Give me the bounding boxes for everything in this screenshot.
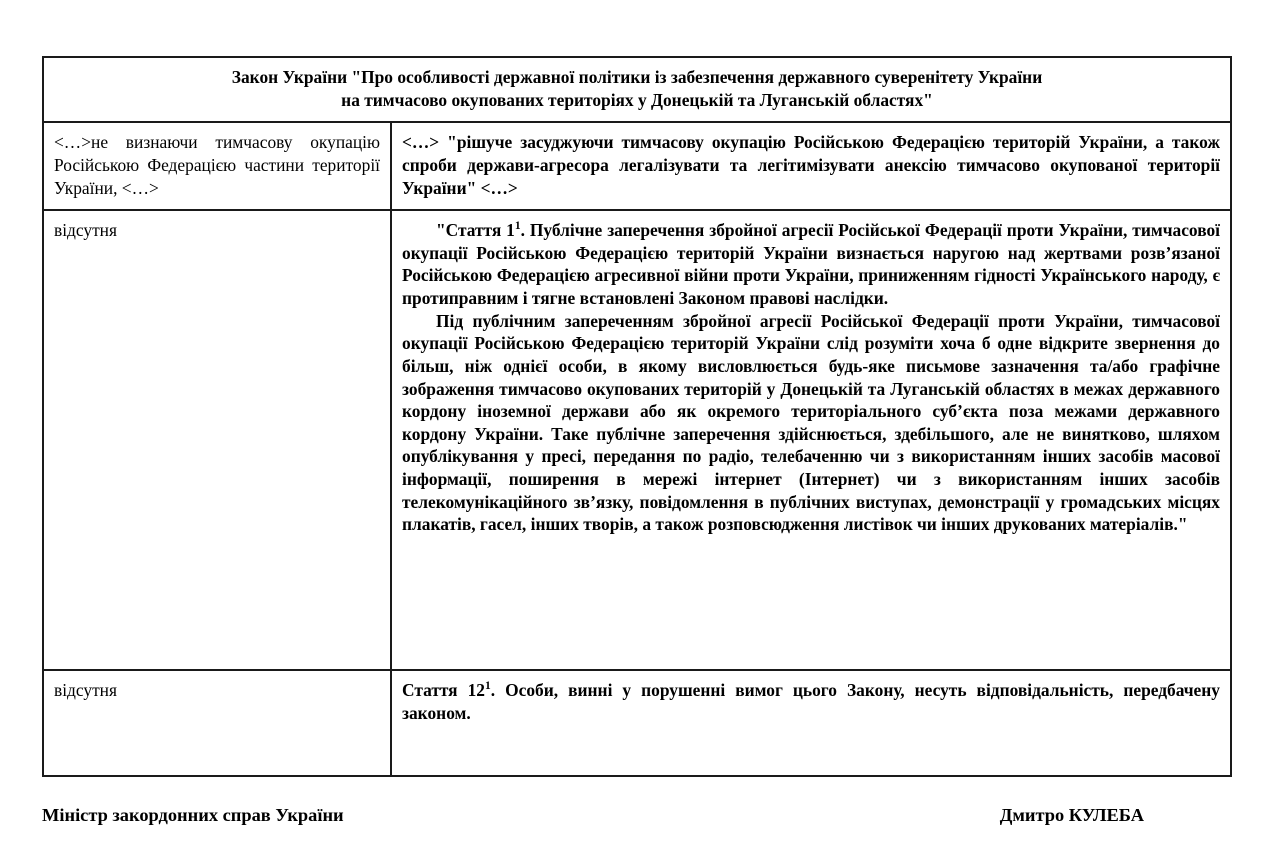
article-12-1-paragraph: Стаття 121. Особи, винні у порушенні вим… bbox=[402, 679, 1220, 724]
table-row-header: Закон України "Про особливості державної… bbox=[42, 55, 1232, 124]
law-comparison-table: Закон України "Про особливості державної… bbox=[42, 55, 1232, 778]
table-row: відсутня "Стаття 11. Публічне запереченн… bbox=[42, 209, 1232, 672]
article-12-1-body: . Особи, винні у порушенні вимог цього З… bbox=[402, 680, 1220, 723]
law-title-line-2: на тимчасово окупованих територіях у Дон… bbox=[341, 89, 933, 110]
signatory-name: Дмитро КУЛЕБА bbox=[999, 805, 1144, 825]
table-row: <…>не визнаючи тимчасову окупацію Російс… bbox=[42, 121, 1232, 212]
article-1-1-body: . Публічне заперечення збройної агресії … bbox=[402, 220, 1220, 308]
proposed-version-cell-3: Стаття 121. Особи, винні у порушенні вим… bbox=[390, 669, 1232, 778]
current-version-cell-1: <…>не визнаючи тимчасову окупацію Російс… bbox=[42, 121, 392, 212]
article-1-1-paragraph-1: "Стаття 11. Публічне заперечення збройно… bbox=[402, 219, 1220, 310]
current-version-cell-2: відсутня bbox=[42, 209, 392, 672]
article-1-1-superscript: 1 bbox=[514, 220, 521, 233]
article-12-1-label: Стаття 12 bbox=[402, 680, 485, 701]
law-title-line-1: Закон України "Про особливості державної… bbox=[231, 67, 1043, 87]
article-12-1-superscript: 1 bbox=[485, 680, 491, 693]
table-header-cell: Закон України "Про особливості державної… bbox=[42, 55, 1232, 124]
table-row: відсутня Стаття 121. Особи, винні у пору… bbox=[42, 669, 1232, 778]
article-1-1-label: "Стаття 1 bbox=[436, 220, 515, 241]
article-1-1-paragraph-2: Під публічним запереченням збройної агре… bbox=[402, 310, 1220, 535]
proposed-version-cell-1: <…> "рішуче засуджуючи тимчасову окупаці… bbox=[390, 121, 1232, 212]
signatory-position: Міністр закордонних справ України bbox=[42, 805, 344, 825]
proposed-version-cell-2: "Стаття 11. Публічне заперечення збройно… bbox=[390, 209, 1232, 672]
current-version-cell-3: відсутня bbox=[42, 669, 392, 778]
signature-block: Міністр закордонних справ України Дмитро… bbox=[42, 805, 1230, 826]
